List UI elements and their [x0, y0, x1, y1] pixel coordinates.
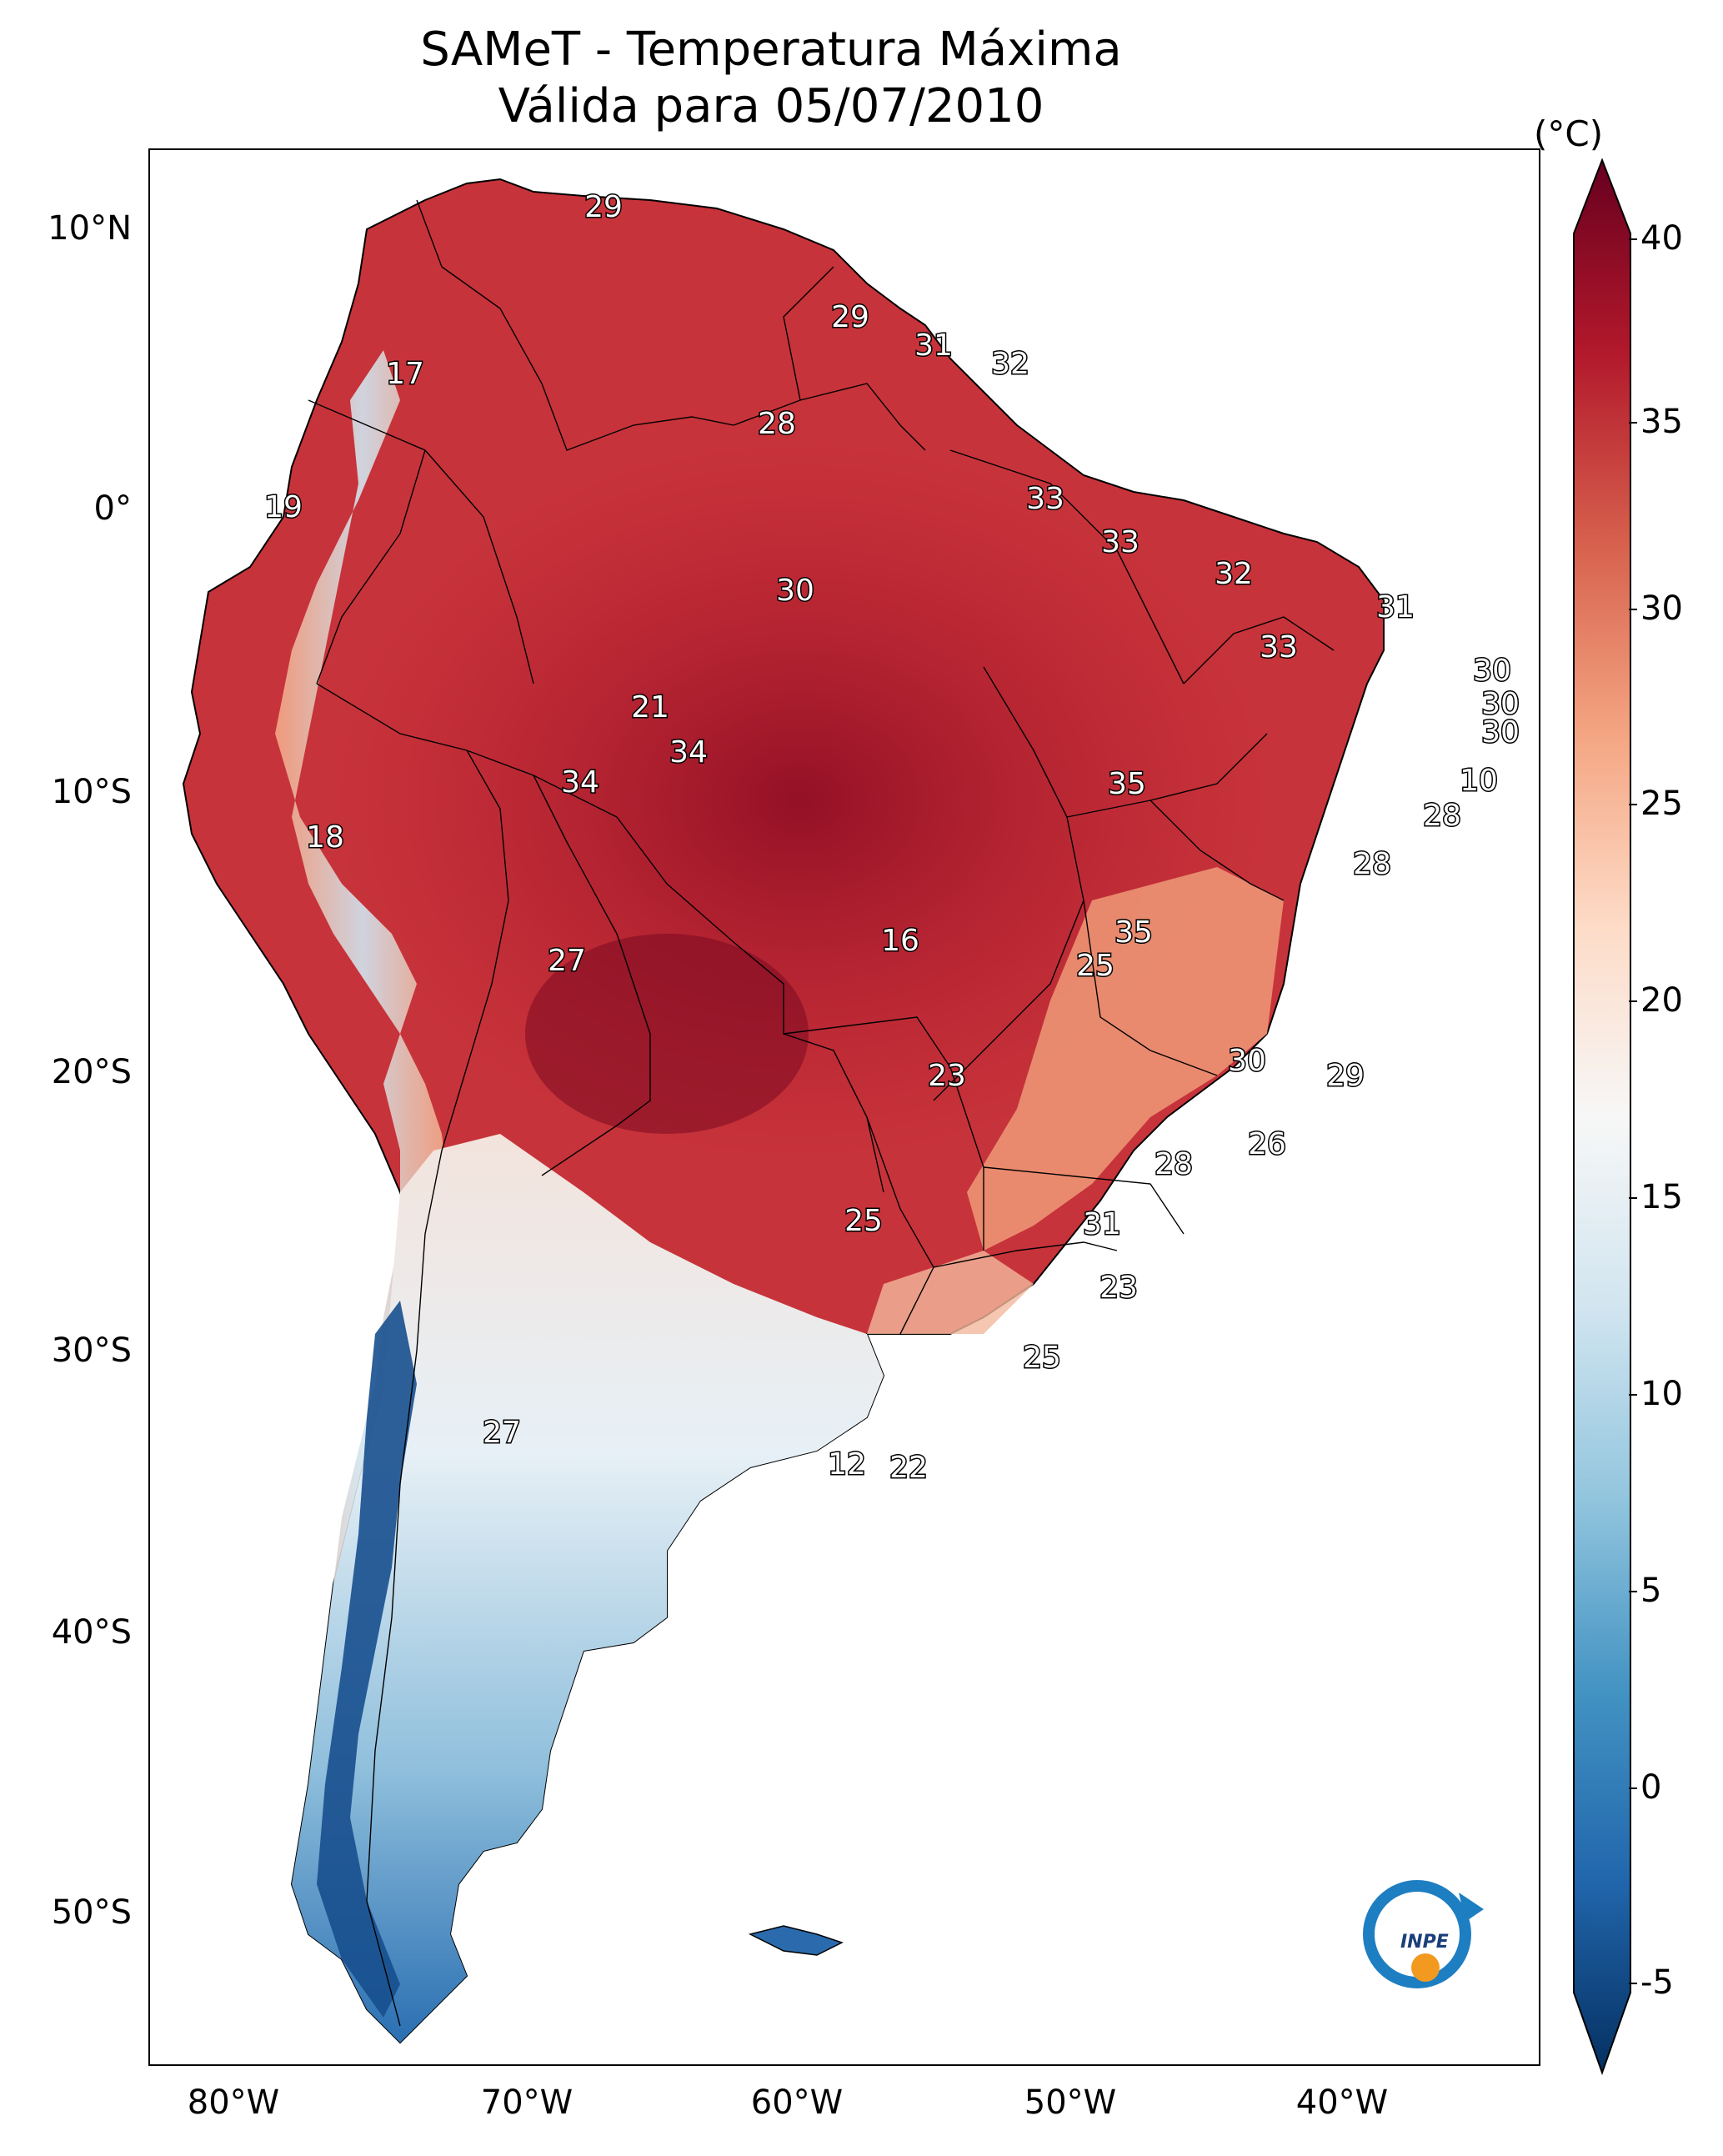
temperature-labels: 29 29 31 32 17 28 19 33 33 30 32 31 33 3… — [263, 189, 1521, 1487]
logo-text: INPE — [1400, 1932, 1449, 1953]
temp-label: 17 — [386, 357, 424, 391]
temp-label: 29 — [584, 190, 623, 224]
patagonian-andes-cold — [317, 1301, 417, 2018]
temp-label: 25 — [1076, 949, 1114, 983]
inpe-logo: INPE — [1363, 1880, 1484, 1988]
temp-label: 10 — [1460, 764, 1498, 798]
temp-label: 33 — [1101, 525, 1139, 559]
lat-label-0: 0° — [93, 489, 132, 528]
temp-label: 19 — [264, 490, 303, 524]
lat-label-40s: 40°S — [51, 1613, 132, 1652]
lon-label-40w: 40°W — [1295, 2083, 1389, 2122]
temp-label: 18 — [306, 820, 344, 855]
temp-label: 31 — [914, 328, 953, 363]
hot-region-chaco — [525, 934, 809, 1134]
colorbar-tick-0: 0 — [1628, 1768, 1662, 1807]
temp-label: 30 — [1473, 654, 1511, 688]
temp-label: 25 — [844, 1204, 883, 1238]
temp-label: 12 — [828, 1447, 866, 1482]
temp-label: 30 — [776, 574, 814, 608]
map-frame: 29 29 31 32 17 28 19 33 33 30 32 31 33 3… — [148, 148, 1540, 2066]
colorbar-tick-neg5: -5 — [1629, 1963, 1674, 2002]
temp-label: 33 — [1260, 630, 1298, 664]
temp-label: 23 — [1099, 1271, 1138, 1305]
country-borders — [308, 199, 1335, 2027]
temp-label: 28 — [758, 407, 796, 441]
cool-region-southeast — [967, 867, 1284, 1251]
temp-label: 25 — [1023, 1341, 1061, 1375]
temp-label: 32 — [991, 347, 1029, 381]
temp-label: 29 — [1326, 1059, 1365, 1093]
colorbar — [1573, 158, 1631, 2075]
temp-label: 30 — [1481, 687, 1520, 721]
temp-label: 33 — [1026, 482, 1064, 516]
temp-label: 27 — [548, 944, 586, 978]
colorbar-tick-40: 40 — [1629, 219, 1683, 258]
lon-label-60w: 60°W — [750, 2083, 844, 2122]
temp-label: 35 — [1108, 767, 1146, 801]
temp-label: 22 — [889, 1451, 928, 1485]
colorbar-tick-35: 35 — [1629, 403, 1683, 441]
colorbar-tick-30: 30 — [1629, 589, 1683, 628]
lat-label-10s: 10°S — [51, 773, 132, 811]
map-subtitle: Válida para 05/07/2010 — [498, 79, 1044, 133]
temp-label: 28 — [1423, 799, 1461, 833]
temp-label: 30 — [1228, 1044, 1266, 1078]
falkland-islands — [748, 1925, 844, 1956]
temp-label: 30 — [1481, 715, 1520, 750]
temp-label: 32 — [1215, 557, 1253, 591]
colorbar-tick-5: 5 — [1628, 1572, 1662, 1610]
colorbar-tick-15: 15 — [1629, 1178, 1683, 1216]
map-title: SAMeT - Temperatura Máxima — [420, 23, 1122, 77]
colorbar-tick-10: 10 — [1629, 1375, 1683, 1413]
temp-label: 16 — [881, 924, 919, 958]
temp-label: 27 — [483, 1416, 521, 1450]
temp-label: 29 — [831, 300, 869, 334]
temp-label: 23 — [928, 1059, 966, 1093]
lon-label-50w: 50°W — [1024, 2083, 1117, 2122]
temp-label: 34 — [669, 735, 708, 770]
temp-label: 28 — [1353, 847, 1391, 881]
temp-label: 34 — [561, 765, 599, 800]
colorbar-tick-25: 25 — [1629, 785, 1683, 823]
cool-region-south-brazil — [867, 1251, 1034, 1334]
temperature-map: 29 29 31 32 17 28 19 33 33 30 32 31 33 3… — [182, 178, 1521, 2044]
temp-label: 21 — [631, 690, 669, 725]
lon-label-80w: 80°W — [187, 2083, 280, 2122]
lon-label-70w: 70°W — [480, 2083, 573, 2122]
colorbar-unit: (°C) — [1534, 113, 1604, 154]
temp-label: 26 — [1248, 1127, 1286, 1161]
temp-label: 31 — [1083, 1207, 1121, 1241]
temp-label: 31 — [1376, 590, 1415, 624]
temp-label: 35 — [1114, 915, 1153, 950]
lat-label-30s: 30°S — [51, 1331, 132, 1370]
temp-label: 28 — [1155, 1147, 1193, 1181]
southern-cone-cold — [292, 1134, 884, 2043]
lat-label-20s: 20°S — [51, 1053, 132, 1091]
colorbar-gradient — [1573, 158, 1631, 2075]
colorbar-tick-20: 20 — [1629, 981, 1683, 1020]
lat-label-10n: 10°N — [48, 209, 132, 248]
lat-label-50s: 50°S — [51, 1893, 132, 1932]
